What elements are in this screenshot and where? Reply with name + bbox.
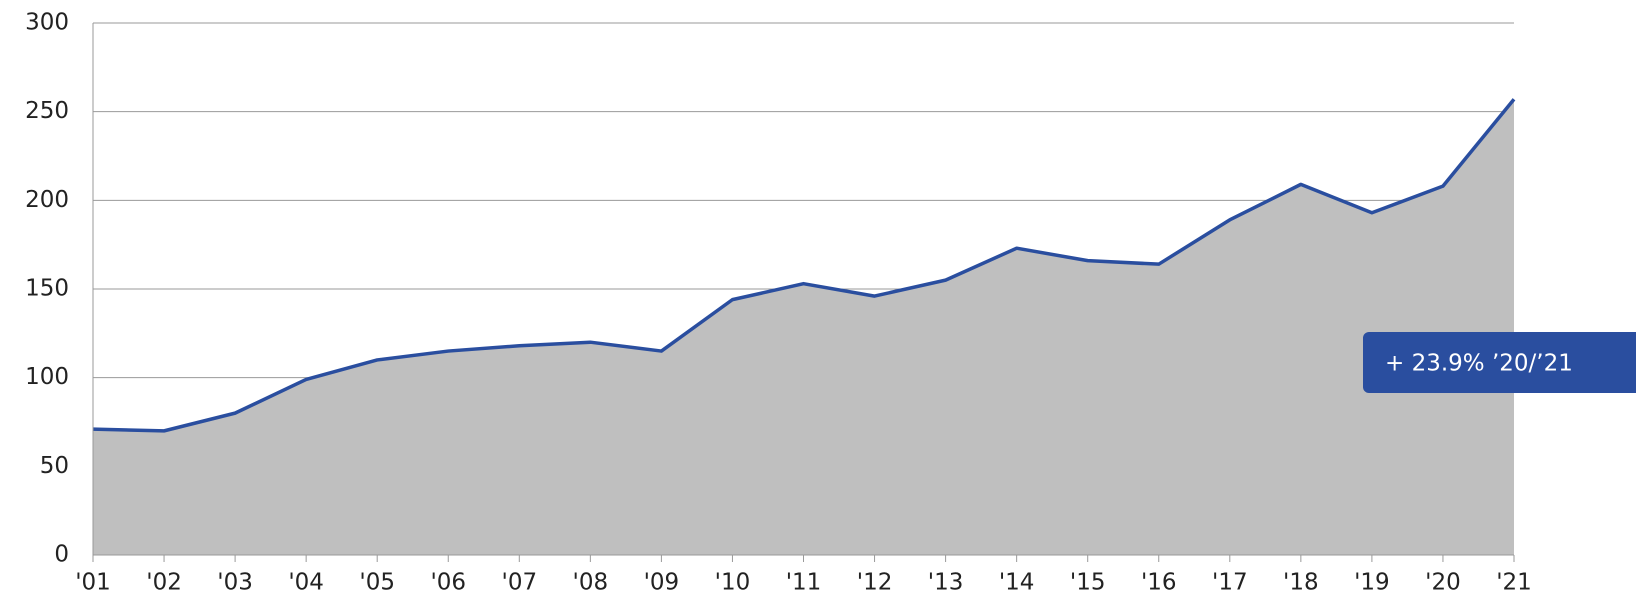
x-tick-label: '13 xyxy=(928,570,964,596)
x-tick-label: '07 xyxy=(502,570,538,596)
x-tick-label: '10 xyxy=(715,570,751,596)
x-tick-label: '21 xyxy=(1496,570,1532,596)
x-tick-label: '20 xyxy=(1425,570,1461,596)
area xyxy=(93,99,1514,556)
x-tick-label: '12 xyxy=(857,570,893,596)
x-tick-label: '03 xyxy=(217,570,253,596)
x-tick-label: '08 xyxy=(573,570,609,596)
y-tick-label: 50 xyxy=(40,453,69,479)
x-tick-label: '15 xyxy=(1070,570,1106,596)
x-tick-label: '06 xyxy=(430,570,466,596)
y-tick-label: 150 xyxy=(25,276,69,302)
y-tick-label: 300 xyxy=(25,10,69,36)
annotation-box xyxy=(1363,332,1636,393)
y-tick-label: 100 xyxy=(25,364,69,390)
x-tick-label: '14 xyxy=(999,570,1035,596)
annotation-text: + 23.9% ’20/’21 xyxy=(1385,351,1573,377)
x-tick-label: '11 xyxy=(786,570,822,596)
x-tick-label: '01 xyxy=(75,570,111,596)
x-tick-label: '04 xyxy=(288,570,324,596)
line xyxy=(92,98,1516,433)
x-tick-label: '02 xyxy=(146,570,182,596)
x-tick-label: '05 xyxy=(359,570,395,596)
x-tick-label: '17 xyxy=(1212,570,1248,596)
y-tick-label: 250 xyxy=(25,98,69,124)
x-tick-label: '09 xyxy=(644,570,680,596)
x-tick-label: '16 xyxy=(1141,570,1177,596)
y-tick-label: 0 xyxy=(54,542,69,568)
x-tick-label: '19 xyxy=(1354,570,1390,596)
y-tick-label: 200 xyxy=(25,187,69,213)
x-tick-label: '18 xyxy=(1283,570,1319,596)
